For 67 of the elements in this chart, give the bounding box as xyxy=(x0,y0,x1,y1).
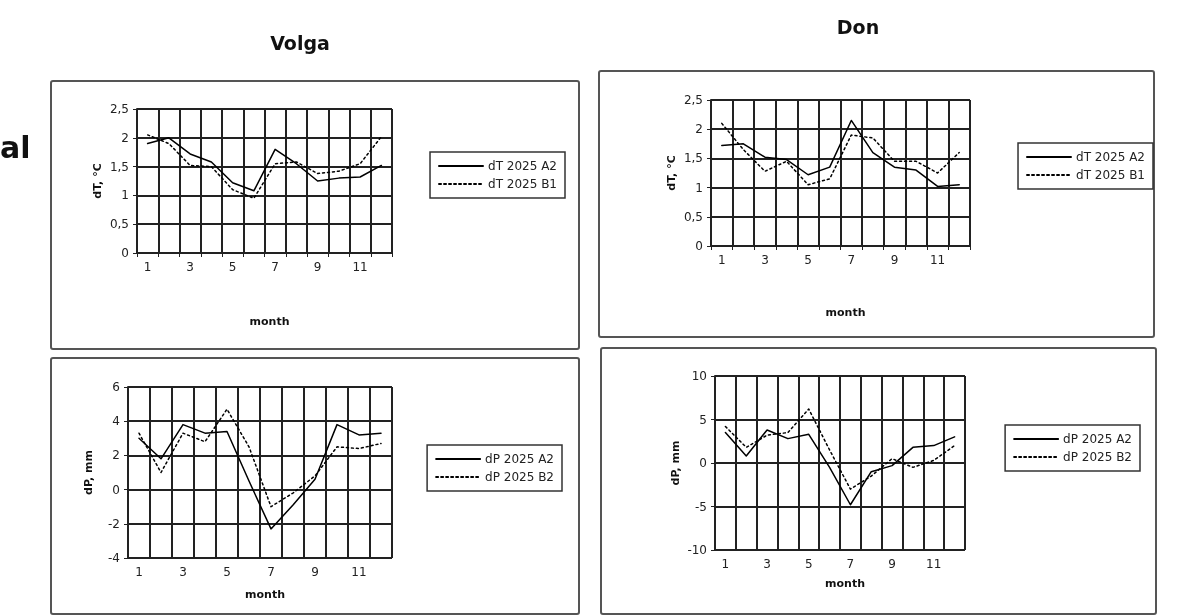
y-tick-label: -5 xyxy=(695,499,707,514)
x-tick-label: 11 xyxy=(929,253,946,267)
x-tick-label: 7 xyxy=(267,565,275,579)
legend-label: dT 2025 B1 xyxy=(488,177,557,191)
legend-label: dT 2025 A2 xyxy=(488,159,557,173)
x-axis-title: month xyxy=(249,315,290,328)
y-tick-label: 0 xyxy=(699,456,707,470)
x-tick-label: 5 xyxy=(804,557,813,571)
x-axis-title: month xyxy=(245,588,285,601)
x-tick-label: 11 xyxy=(352,260,368,274)
y-tick-label: 0 xyxy=(121,246,129,260)
x-tick-label: 7 xyxy=(847,253,856,267)
x-tick-label: 7 xyxy=(271,260,279,274)
y-tick-label: 1 xyxy=(121,188,129,203)
text: al xyxy=(0,129,31,165)
y-tick-label: -10 xyxy=(687,543,707,557)
x-tick-label: 11 xyxy=(926,557,942,571)
legend-label: dP 2025 B2 xyxy=(485,470,554,484)
x-tick-label: 9 xyxy=(888,557,896,571)
y-tick-label: 0 xyxy=(695,239,703,253)
y-tick-label: 0,5 xyxy=(109,217,129,232)
legend-label: dP 2025 B2 xyxy=(1063,450,1132,464)
x-tick-label: 9 xyxy=(311,565,319,579)
y-tick-label: -4 xyxy=(108,551,120,565)
x-tick-label: 3 xyxy=(186,260,194,274)
y-tick-label: 1 xyxy=(695,180,703,195)
x-tick-label: 9 xyxy=(890,253,899,267)
x-tick-label: 1 xyxy=(721,557,730,571)
y-axis-title: dP, mm xyxy=(82,450,95,495)
x-tick-label: 5 xyxy=(228,260,237,274)
legend-label: dT 2025 B1 xyxy=(1076,168,1145,182)
x-tick-label: 1 xyxy=(717,253,726,267)
x-tick-label: 7 xyxy=(846,557,855,571)
line-series xyxy=(146,134,383,200)
y-tick-label: 1,5 xyxy=(109,159,129,174)
y-tick-label: 6 xyxy=(112,380,120,394)
x-tick-label: 3 xyxy=(763,557,771,571)
y-axis-title: dT, °C xyxy=(665,155,678,191)
y-axis-title: dT, °C xyxy=(91,163,104,199)
legend-label: dP 2025 A2 xyxy=(485,452,554,466)
y-tick-label: 2 xyxy=(121,130,129,145)
x-tick-label: 5 xyxy=(223,565,231,579)
y-tick-label: 2,5 xyxy=(109,102,129,116)
y-tick-label: 5 xyxy=(699,412,707,427)
y-tick-label: -2 xyxy=(108,516,120,531)
y-tick-label: 2 xyxy=(112,448,120,463)
x-tick-label: 1 xyxy=(135,565,143,579)
y-tick-label: 0 xyxy=(112,482,120,497)
chart-title: Volga xyxy=(270,31,330,54)
x-axis-title: month xyxy=(825,577,865,590)
y-tick-label: 0,5 xyxy=(683,209,703,224)
x-tick-label: 11 xyxy=(351,565,367,579)
x-tick-label: 3 xyxy=(179,565,187,579)
legend-label: dP 2025 A2 xyxy=(1063,432,1132,446)
x-tick-label: 1 xyxy=(143,260,152,274)
x-tick-label: 5 xyxy=(804,253,812,267)
y-axis-title: dP, mm xyxy=(669,440,682,486)
x-axis-title: month xyxy=(825,306,866,319)
legend-label: dT 2025 A2 xyxy=(1076,150,1145,164)
x-tick-label: 9 xyxy=(313,260,322,274)
y-tick-label: 2,5 xyxy=(683,93,703,107)
y-tick-label: 10 xyxy=(691,369,707,383)
y-tick-label: 1,5 xyxy=(683,151,703,166)
chart-title: Don xyxy=(836,15,880,38)
y-tick-label: 2 xyxy=(695,122,703,137)
y-tick-label: 4 xyxy=(112,414,120,429)
x-tick-label: 3 xyxy=(761,253,769,267)
